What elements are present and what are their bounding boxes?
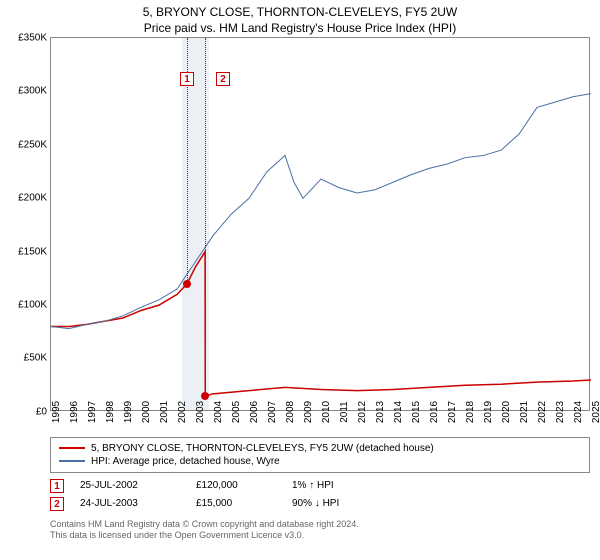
marker-box: 1 (180, 72, 194, 86)
y-axis-label: £350K (3, 32, 47, 43)
series-hpi (51, 93, 591, 328)
legend-label: 5, BRYONY CLOSE, THORNTON-CLEVELEYS, FY5… (91, 443, 434, 454)
legend-label: HPI: Average price, detached house, Wyre (91, 456, 280, 467)
transaction-table: 1 25-JUL-2002 £120,000 1% ↑ HPI 2 24-JUL-2003… (50, 477, 590, 513)
transaction-marker: 1 (50, 479, 64, 493)
plot-inner: £0£50K£100K£150K£200K£250K£300K£350K1995… (50, 37, 590, 411)
transaction-pct: 90% ↓ HPI (292, 498, 392, 509)
data-point (183, 280, 191, 288)
series-property (51, 252, 591, 396)
legend-swatch (59, 447, 85, 449)
y-axis-label: £200K (3, 193, 47, 204)
y-axis-label: £100K (3, 299, 47, 310)
plot-area: £0£50K£100K£150K£200K£250K£300K£350K1995… (50, 37, 590, 431)
y-axis-label: £0 (3, 406, 47, 417)
footer-attribution: Contains HM Land Registry data © Crown c… (50, 519, 590, 542)
transaction-row: 1 25-JUL-2002 £120,000 1% ↑ HPI (50, 477, 590, 495)
y-axis-label: £250K (3, 139, 47, 150)
chart-title: 5, BRYONY CLOSE, THORNTON-CLEVELEYS, FY5… (0, 0, 600, 21)
chart-svg (51, 38, 591, 412)
chart-subtitle: Price paid vs. HM Land Registry's House … (0, 21, 600, 37)
transaction-date: 25-JUL-2002 (80, 480, 180, 491)
x-axis-label: 2025 (591, 401, 593, 423)
transaction-price: £120,000 (196, 480, 276, 491)
marker-line (205, 38, 206, 396)
footer-line: This data is licensed under the Open Gov… (50, 530, 590, 542)
transaction-date: 24-JUL-2003 (80, 498, 180, 509)
transaction-pct: 1% ↑ HPI (292, 480, 392, 491)
marker-box: 2 (216, 72, 230, 86)
footer-line: Contains HM Land Registry data © Crown c… (50, 519, 590, 531)
y-axis-label: £150K (3, 246, 47, 257)
legend: 5, BRYONY CLOSE, THORNTON-CLEVELEYS, FY5… (50, 437, 590, 473)
transaction-marker: 2 (50, 497, 64, 511)
legend-item: 5, BRYONY CLOSE, THORNTON-CLEVELEYS, FY5… (59, 442, 581, 455)
data-point (201, 392, 209, 400)
y-axis-label: £300K (3, 86, 47, 97)
transaction-price: £15,000 (196, 498, 276, 509)
transaction-row: 2 24-JUL-2003 £15,000 90% ↓ HPI (50, 495, 590, 513)
legend-item: HPI: Average price, detached house, Wyre (59, 455, 581, 468)
legend-swatch (59, 460, 85, 462)
y-axis-label: £50K (3, 353, 47, 364)
